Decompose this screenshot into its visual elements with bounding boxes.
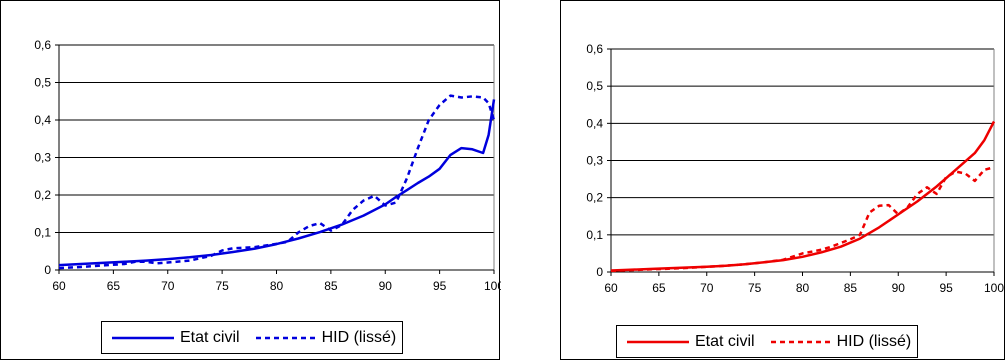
x-tick-label: 85 — [844, 281, 858, 295]
y-tick-label: 0,3 — [34, 151, 51, 165]
x-tick-label: 85 — [324, 279, 338, 293]
chart-panel-right: 0 0,1 0,2 0,3 0,4 0,5 0,6 60 65 70 75 80 85 90 95 100 E… — [560, 0, 1005, 360]
x-tick-label: 70 — [161, 279, 175, 293]
series-line-etat-civil — [610, 120, 996, 272]
y-tick-label: 0,3 — [586, 154, 603, 168]
y-tick-label: 0,1 — [586, 228, 603, 242]
legend-right: Etat civil HID (lissé) — [616, 325, 919, 358]
x-tick-label: 100 — [984, 281, 1004, 295]
y-tick-label: 0,5 — [34, 76, 51, 90]
y-tick-label: 0,4 — [34, 113, 51, 127]
legend-swatch-dashed — [770, 340, 831, 343]
legend-label: Etat civil — [180, 328, 240, 346]
y-tick-label: 0,6 — [34, 38, 51, 52]
x-tick-label: 80 — [270, 279, 284, 293]
y-tick-label: 0 — [44, 263, 51, 277]
y-tick-label: 0,5 — [586, 79, 603, 93]
x-tick-label: 70 — [700, 281, 714, 295]
legend-label: Etat civil — [695, 332, 755, 350]
legend-label: HID (lissé) — [321, 328, 397, 346]
legend-left: Etat civil HID (lissé) — [101, 321, 404, 354]
legend-item-etat-civil: Etat civil — [627, 333, 761, 351]
legend-item-hid: HID (lissé) — [255, 328, 403, 347]
legend-label: HID (lissé) — [836, 332, 912, 350]
y-tick-label: 0,6 — [586, 42, 603, 56]
x-tick-label: 65 — [652, 281, 666, 295]
x-tick-label: 60 — [604, 281, 618, 295]
legend-item-etat-civil: Etat civil — [112, 329, 246, 347]
y-tick-label: 0,2 — [586, 191, 603, 205]
x-tick-label: 90 — [379, 279, 393, 293]
series-line-etat-civil — [58, 99, 496, 267]
legend-swatch-dashed — [255, 336, 316, 339]
x-tick-label: 75 — [215, 279, 229, 293]
series-line-hid — [58, 94, 496, 270]
y-tick-label: 0,4 — [586, 116, 603, 130]
x-tick-label: 65 — [107, 279, 121, 293]
chart-left: 0 0,1 0,2 0,3 0,4 0,5 0,6 60 65 70 75 80 85 90 95 100 — [34, 38, 501, 293]
x-tick-label: 100 — [484, 279, 501, 293]
y-tick-label: 0,2 — [34, 188, 51, 202]
x-tick-label: 75 — [748, 281, 762, 295]
legend-item-hid: HID (lissé) — [770, 332, 918, 351]
legend-swatch-solid — [627, 340, 689, 343]
legend-swatch-solid — [112, 336, 174, 339]
x-tick-label: 95 — [939, 281, 953, 295]
x-tick-label: 60 — [52, 279, 66, 293]
series-line-hid — [610, 165, 995, 273]
chart-right: 0 0,1 0,2 0,3 0,4 0,5 0,6 60 65 70 75 80 85 90 95 100 — [586, 42, 1004, 295]
y-tick-label: 0,1 — [34, 226, 51, 240]
x-tick-label: 95 — [433, 279, 447, 293]
x-tick-label: 90 — [892, 281, 906, 295]
y-tick-label: 0 — [596, 265, 603, 279]
chart-panel-left: 0 0,1 0,2 0,3 0,4 0,5 0,6 60 65 70 75 80 85 90 95 100 E… — [0, 0, 501, 360]
x-tick-label: 80 — [796, 281, 810, 295]
